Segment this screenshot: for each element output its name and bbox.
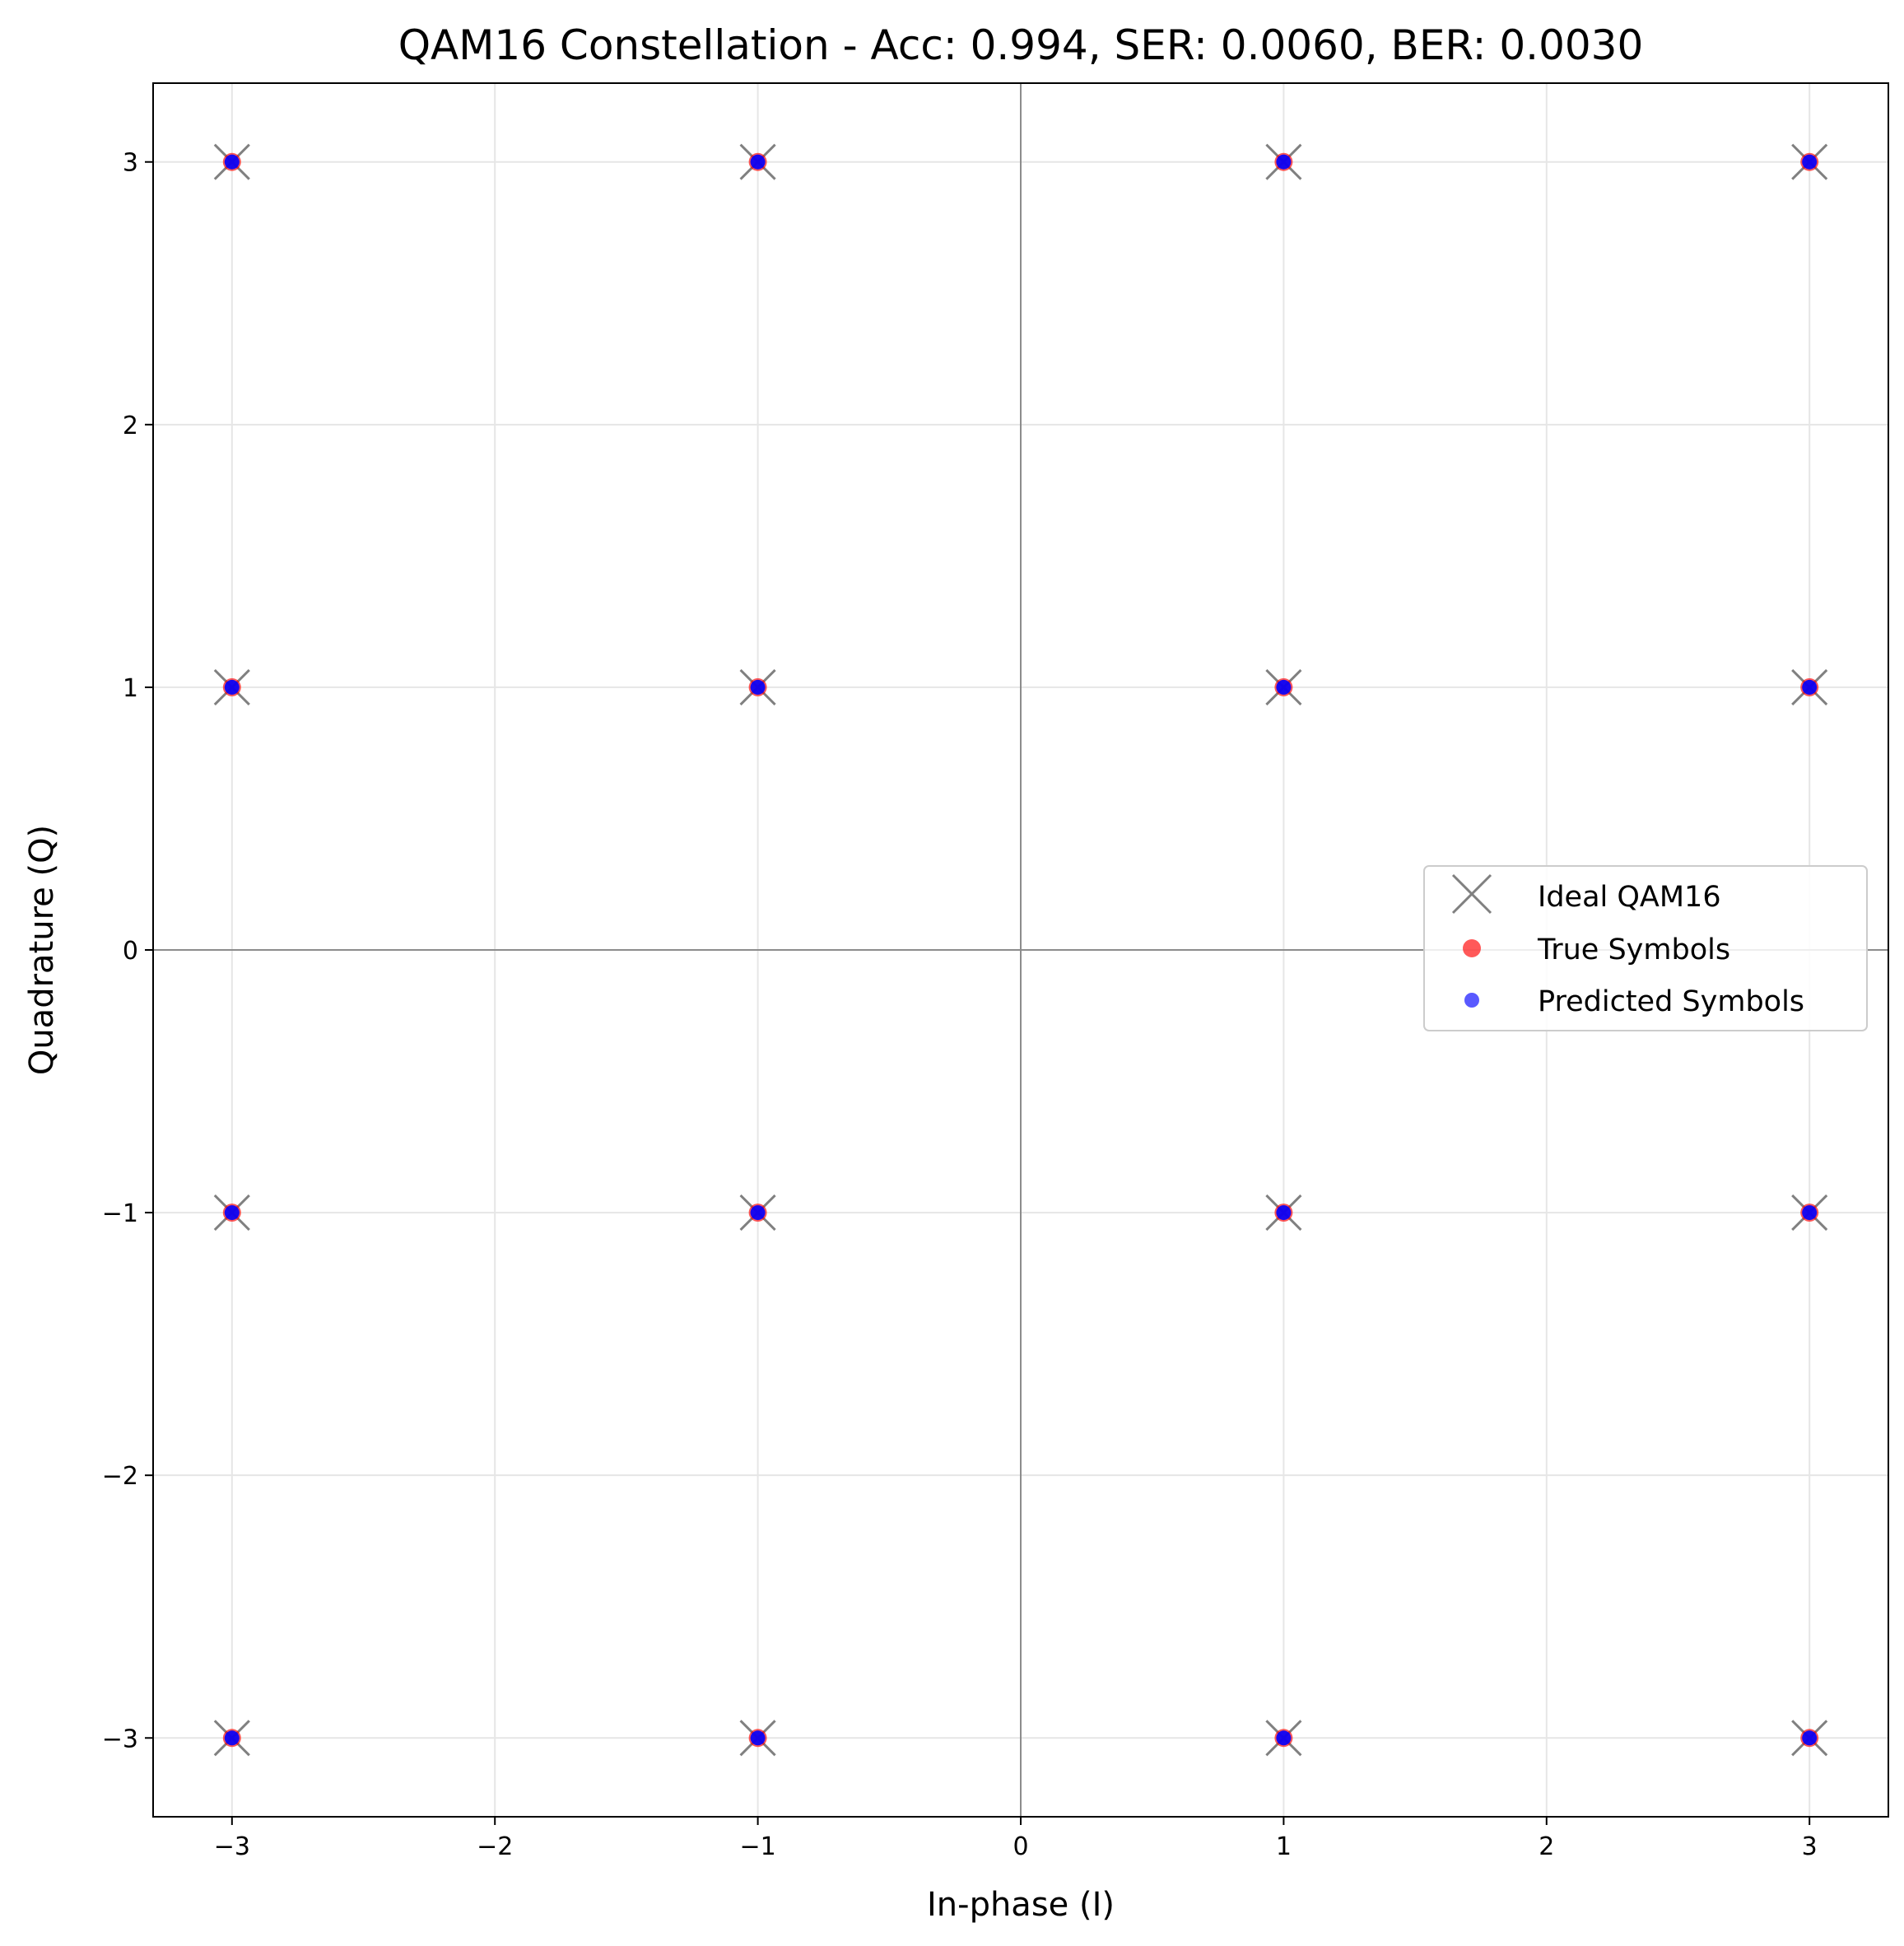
data-points <box>213 143 1828 1757</box>
legend-box <box>1423 865 1868 1031</box>
legend-label: Predicted Symbols <box>1538 985 1804 1018</box>
x-tick-label: −1 <box>739 1832 775 1861</box>
y-tick-label: −3 <box>102 1725 138 1753</box>
chart-title: QAM16 Constellation - Acc: 0.994, SER: 0… <box>398 21 1644 69</box>
legend-predicted-marker <box>1464 993 1479 1008</box>
predicted-symbol-point <box>1276 1730 1292 1746</box>
predicted-symbol-point <box>750 154 766 170</box>
x-tick-label: −3 <box>214 1832 250 1861</box>
x-tick-label: 2 <box>1539 1832 1554 1861</box>
predicted-symbol-point <box>224 679 240 695</box>
predicted-symbol-point <box>750 679 766 695</box>
y-tick-label: 3 <box>123 149 138 178</box>
predicted-symbol-point <box>750 1730 766 1746</box>
legend-label: True Symbols <box>1537 933 1730 966</box>
predicted-symbol-point <box>1276 679 1292 695</box>
predicted-symbol-point <box>1802 1205 1818 1221</box>
legend-true-marker <box>1463 939 1481 957</box>
x-tick-label: 3 <box>1802 1832 1818 1861</box>
y-tick-label: 0 <box>123 937 138 966</box>
y-tick-label: 2 <box>123 412 138 440</box>
x-tick-label: 1 <box>1276 1832 1292 1861</box>
predicted-symbol-point <box>224 1205 240 1221</box>
ideal-marker-stroke <box>1451 873 1492 915</box>
legend-label: Ideal QAM16 <box>1538 881 1721 914</box>
y-axis-label: Quadrature (Q) <box>23 825 61 1075</box>
y-tick-label: −2 <box>102 1462 138 1491</box>
x-axis-label: In-phase (I) <box>927 1886 1115 1924</box>
predicted-symbol-point <box>1276 1205 1292 1221</box>
predicted-symbol-point <box>750 1205 766 1221</box>
predicted-symbol-point <box>1802 154 1818 170</box>
predicted-symbol-point <box>224 154 240 170</box>
y-tick-label: 1 <box>123 674 138 703</box>
legend-ideal-marker <box>1451 873 1492 915</box>
axis-ticks: −3 −2 −1 0 1 2 3 −3 −2 −1 0 1 2 3 <box>102 149 1818 1861</box>
predicted-symbol-point <box>224 1730 240 1746</box>
predicted-symbol-point <box>1802 1730 1818 1746</box>
legend: Ideal QAM16 True Symbols Predicted Symbols <box>1423 865 1868 1031</box>
predicted-symbol-point <box>1802 679 1818 695</box>
y-tick-label: −1 <box>102 1199 138 1228</box>
predicted-symbol-point <box>1276 154 1292 170</box>
x-tick-label: −2 <box>477 1832 513 1861</box>
x-tick-label: 0 <box>1013 1832 1028 1861</box>
